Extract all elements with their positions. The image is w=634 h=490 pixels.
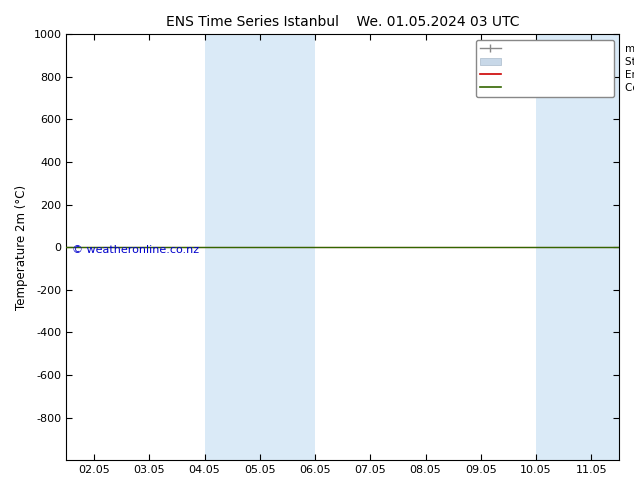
Bar <box>205 34 315 460</box>
Y-axis label: Temperature 2m (°C): Temperature 2m (°C) <box>15 185 28 310</box>
Bar <box>536 34 619 460</box>
Title: ENS Time Series Istanbul    We. 01.05.2024 03 UTC: ENS Time Series Istanbul We. 01.05.2024 … <box>166 15 519 29</box>
Text: © weatheronline.co.nz: © weatheronline.co.nz <box>72 245 199 255</box>
Legend: min/max, Standard deviation, Ensemble mean run, Controll run: min/max, Standard deviation, Ensemble me… <box>476 40 614 97</box>
